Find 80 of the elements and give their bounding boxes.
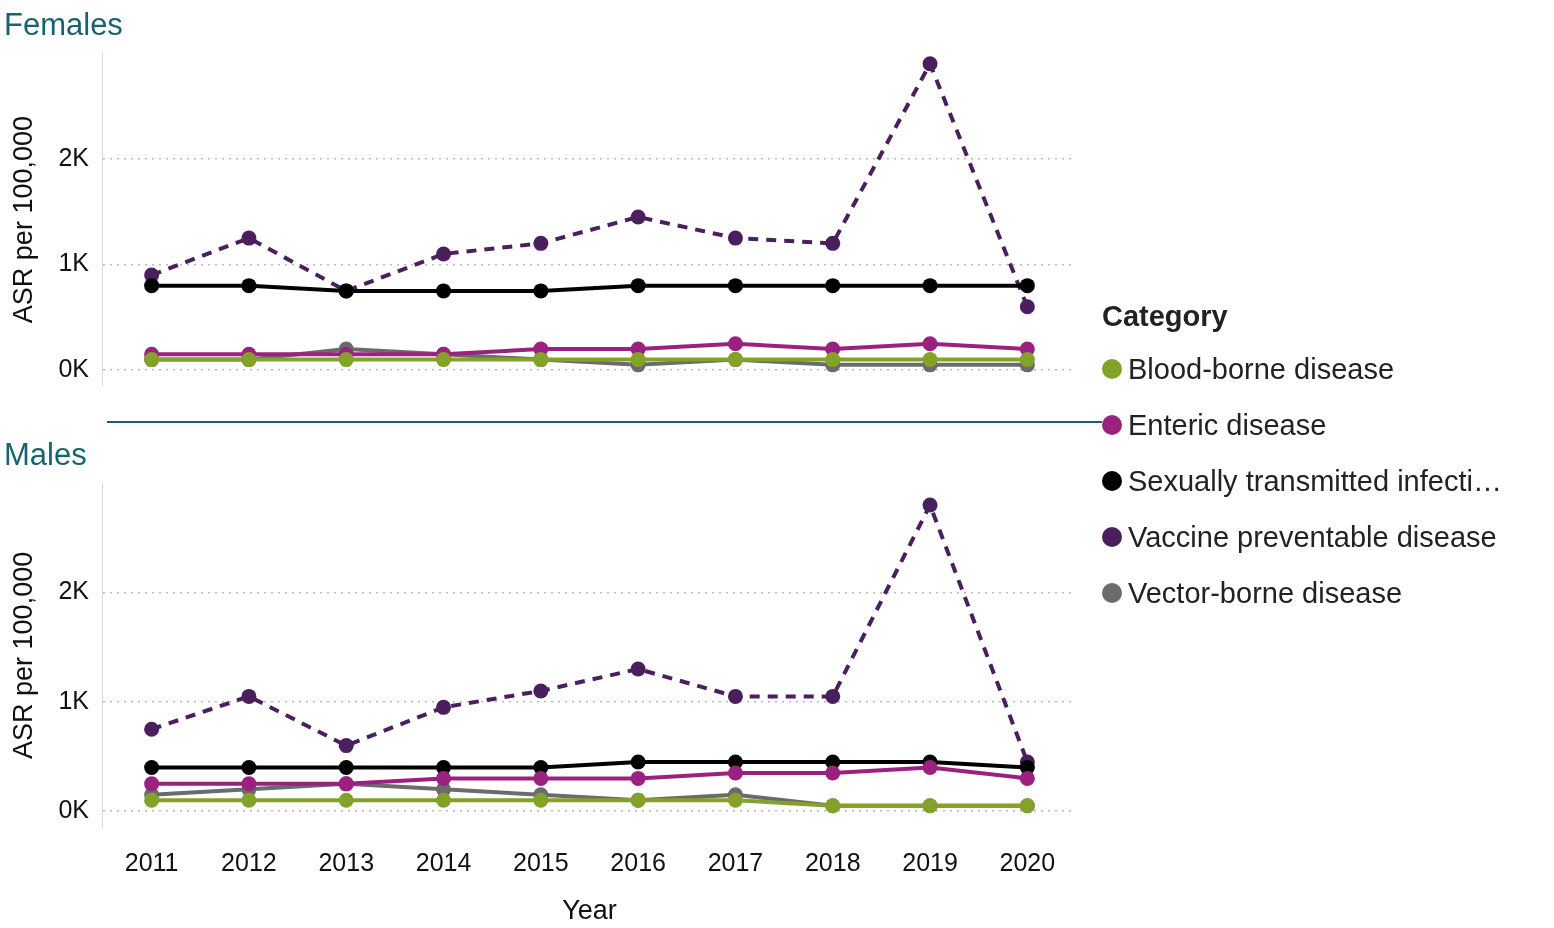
x-tick-label: 2019: [902, 848, 958, 877]
chart-title: Females: [4, 7, 123, 43]
point: [1019, 278, 1035, 294]
point: [1019, 352, 1035, 368]
point: [825, 688, 841, 704]
point: [144, 278, 160, 294]
point: [1019, 299, 1035, 315]
y-tick-label: 0K: [58, 795, 90, 824]
point: [630, 278, 646, 294]
legend-label: Blood-borne disease: [1128, 352, 1395, 386]
point: [630, 754, 646, 770]
point: [727, 792, 743, 808]
point: [436, 352, 452, 368]
point: [825, 765, 841, 781]
point: [241, 759, 257, 775]
legend-label: Enteric disease: [1128, 408, 1327, 442]
legend-title: Category: [1102, 300, 1229, 333]
point: [144, 721, 160, 737]
point: [630, 209, 646, 225]
point: [338, 759, 354, 775]
point: [727, 336, 743, 352]
point: [630, 661, 646, 677]
point: [727, 765, 743, 781]
point: [727, 688, 743, 704]
y-tick-label: 2K: [58, 142, 90, 171]
point: [922, 336, 938, 352]
point: [241, 688, 257, 704]
x-tick-label: 2020: [999, 848, 1056, 877]
point: [533, 792, 549, 808]
point: [144, 792, 160, 808]
point: [727, 230, 743, 246]
point: [922, 352, 938, 368]
point: [727, 278, 743, 294]
point: [825, 235, 841, 251]
point: [436, 770, 452, 786]
point: [533, 235, 549, 251]
point: [825, 278, 841, 294]
x-tick-label: 2016: [610, 848, 666, 877]
point: [241, 230, 257, 246]
x-tick-label: 2012: [221, 848, 277, 877]
point: [436, 699, 452, 715]
point: [144, 776, 160, 792]
y-tick-label: 1K: [58, 248, 90, 277]
point: [436, 792, 452, 808]
point: [533, 683, 549, 699]
legend-label: Sexually transmitted infecti…: [1128, 464, 1502, 498]
point: [630, 352, 646, 368]
point: [922, 497, 938, 513]
x-tick-label: 2013: [318, 848, 375, 877]
point: [825, 352, 841, 368]
x-tick-label: 2014: [415, 848, 472, 877]
point: [338, 738, 354, 754]
x-tick-label: 2018: [804, 848, 861, 877]
x-tick-label: 2011: [124, 848, 179, 877]
x-tick-label: 2017: [707, 848, 764, 877]
point: [338, 792, 354, 808]
y-tick-label: 0K: [58, 354, 90, 383]
point: [436, 246, 452, 262]
x-axis-title: Year: [562, 895, 617, 926]
y-axis-title: ASR per 100,000: [7, 116, 38, 324]
chart-title: Males: [4, 437, 87, 473]
point: [630, 770, 646, 786]
y-tick-label: 1K: [58, 685, 90, 714]
y-axis-title: ASR per 100,000: [7, 551, 38, 759]
point: [144, 759, 160, 775]
x-tick-label: 2015: [513, 848, 569, 877]
point: [1019, 770, 1035, 786]
legend-label: Vaccine preventable disease: [1128, 520, 1497, 554]
point: [922, 278, 938, 294]
point: [533, 770, 549, 786]
point: [533, 283, 549, 299]
point: [922, 56, 938, 72]
legend-label: Vector-borne disease: [1128, 576, 1403, 610]
point: [241, 278, 257, 294]
point: [241, 792, 257, 808]
point: [436, 283, 452, 299]
point: [241, 776, 257, 792]
point: [922, 759, 938, 775]
point: [338, 352, 354, 368]
y-tick-label: 2K: [58, 576, 90, 605]
